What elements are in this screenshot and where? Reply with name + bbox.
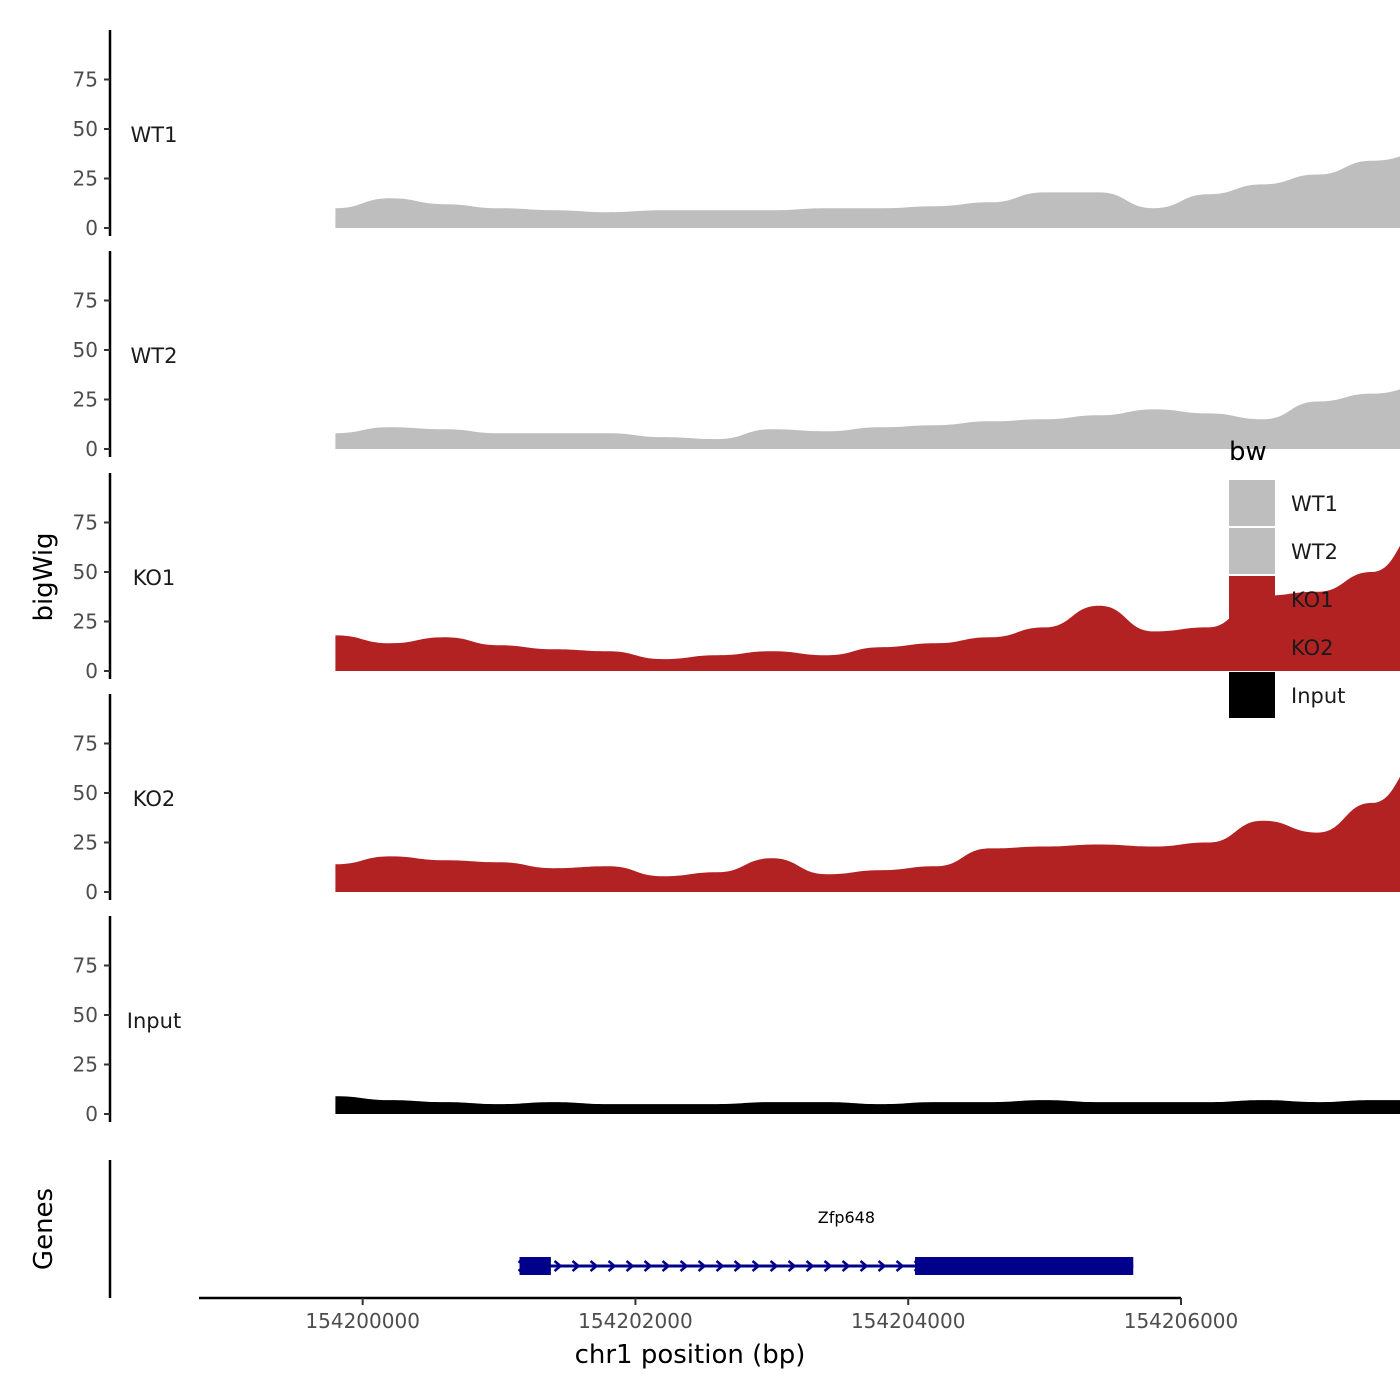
strand-arrow [841, 1260, 851, 1272]
strand-arrow [733, 1260, 743, 1272]
strand-arrow [859, 1260, 869, 1272]
coverage-area-ko1 [335, 545, 1400, 671]
legend-swatch [1229, 672, 1275, 718]
x-tick-label: 154204000 [851, 1309, 966, 1333]
strand-arrow [553, 1260, 563, 1272]
track-label: KO2 [133, 787, 176, 811]
legend-item-input: Input [1229, 672, 1345, 718]
y-tick-label: 50 [73, 1003, 98, 1027]
strand-arrow [715, 1260, 725, 1272]
genes-axis-title: Genes [29, 1188, 59, 1270]
y-tick-label: 50 [73, 560, 98, 584]
x-tick-label: 154200000 [305, 1309, 420, 1333]
x-axis: 154200000 154202000 154204000 154206000 [199, 1296, 1238, 1333]
track-ko2: 0 25 50 75 KO2 [73, 694, 1400, 904]
strand-arrow [643, 1260, 653, 1272]
track-wt2: 0 25 50 75 WT2 [73, 251, 1400, 461]
y-tick-label: 25 [73, 388, 98, 412]
y-tick-label: 50 [73, 781, 98, 805]
legend-label: KO2 [1291, 636, 1334, 660]
y-tick-label: 75 [73, 511, 98, 535]
y-tick-label: 0 [85, 1102, 98, 1126]
y-tick-label: 75 [73, 954, 98, 978]
y-tick-label: 75 [73, 289, 98, 313]
gene-exon [915, 1257, 1134, 1275]
gene-label: Zfp648 [818, 1208, 875, 1227]
legend-title: bw [1229, 437, 1267, 467]
strand-arrow [571, 1260, 581, 1272]
y-tick-label: 75 [73, 732, 98, 756]
y-tick-label: 0 [85, 880, 98, 904]
track-label: KO1 [133, 566, 176, 590]
strand-arrow [805, 1260, 815, 1272]
x-axis-ticks: 154200000 154202000 154204000 154206000 [305, 1298, 1238, 1333]
strand-arrow [679, 1260, 689, 1272]
y-tick-label: 0 [85, 216, 98, 240]
legend-item-wt1: WT1 [1229, 480, 1338, 526]
y-axis-title: bigWig [29, 532, 59, 621]
strand-arrow [895, 1260, 905, 1272]
y-tick-label: 75 [73, 68, 98, 92]
x-axis-title: chr1 position (bp) [575, 1340, 806, 1370]
coverage-area-ko2 [335, 776, 1400, 892]
gene-exon [519, 1257, 551, 1275]
coverage-tracks: 0 25 50 75 WT1 0 25 50 75 WT2 0 25 50 75 KO1 0 25 50 75 KO2… [73, 30, 1400, 1126]
y-tick-label: 0 [85, 659, 98, 683]
coverage-area-wt2 [335, 389, 1400, 449]
y-tick-label: 0 [85, 437, 98, 461]
legend-label: WT1 [1291, 492, 1338, 516]
strand-arrow [625, 1260, 635, 1272]
legend-swatch [1229, 528, 1275, 574]
legend-item-wt2: WT2 [1229, 528, 1338, 574]
legend-item-ko1: KO1 [1229, 576, 1334, 622]
legend-swatch [1229, 576, 1275, 622]
legend-swatch [1229, 624, 1275, 670]
legend-label: WT2 [1291, 540, 1338, 564]
y-tick-label: 25 [73, 610, 98, 634]
strand-arrow [697, 1260, 707, 1272]
coverage-area-wt1 [335, 156, 1400, 228]
legend-items: WT1 WT2 KO1 KO2 Input [1229, 480, 1345, 718]
strand-arrow [823, 1260, 833, 1272]
strand-arrow [877, 1260, 887, 1272]
track-label: WT2 [131, 344, 178, 368]
x-tick-label: 154206000 [1124, 1309, 1239, 1333]
coverage-area-input [335, 1096, 1400, 1114]
legend-label: KO1 [1291, 588, 1334, 612]
strand-arrow [769, 1260, 779, 1272]
y-tick-label: 25 [73, 831, 98, 855]
track-input: 0 25 50 75 Input [73, 916, 1400, 1126]
track-label: Input [127, 1009, 181, 1033]
track-label: WT1 [131, 123, 178, 147]
legend-swatch [1229, 480, 1275, 526]
y-tick-label: 25 [73, 1053, 98, 1077]
strand-arrow [751, 1260, 761, 1272]
x-tick-label: 154202000 [578, 1309, 693, 1333]
track-wt1: 0 25 50 75 WT1 [73, 30, 1400, 240]
strand-arrow [589, 1260, 599, 1272]
y-tick-label: 50 [73, 338, 98, 362]
legend-label: Input [1291, 684, 1345, 708]
strand-arrow [661, 1260, 671, 1272]
gene-model-zfp648 [517, 1257, 1134, 1275]
strand-arrow [787, 1260, 797, 1272]
y-tick-label: 25 [73, 167, 98, 191]
strand-arrow [607, 1260, 617, 1272]
genes-panel: Zfp648 [108, 1160, 1134, 1298]
track-ko1: 0 25 50 75 KO1 [73, 473, 1400, 683]
y-tick-label: 50 [73, 117, 98, 141]
legend: bw WT1 WT2 KO1 KO2 Input [1229, 437, 1345, 718]
legend-item-ko2: KO2 [1229, 624, 1334, 670]
